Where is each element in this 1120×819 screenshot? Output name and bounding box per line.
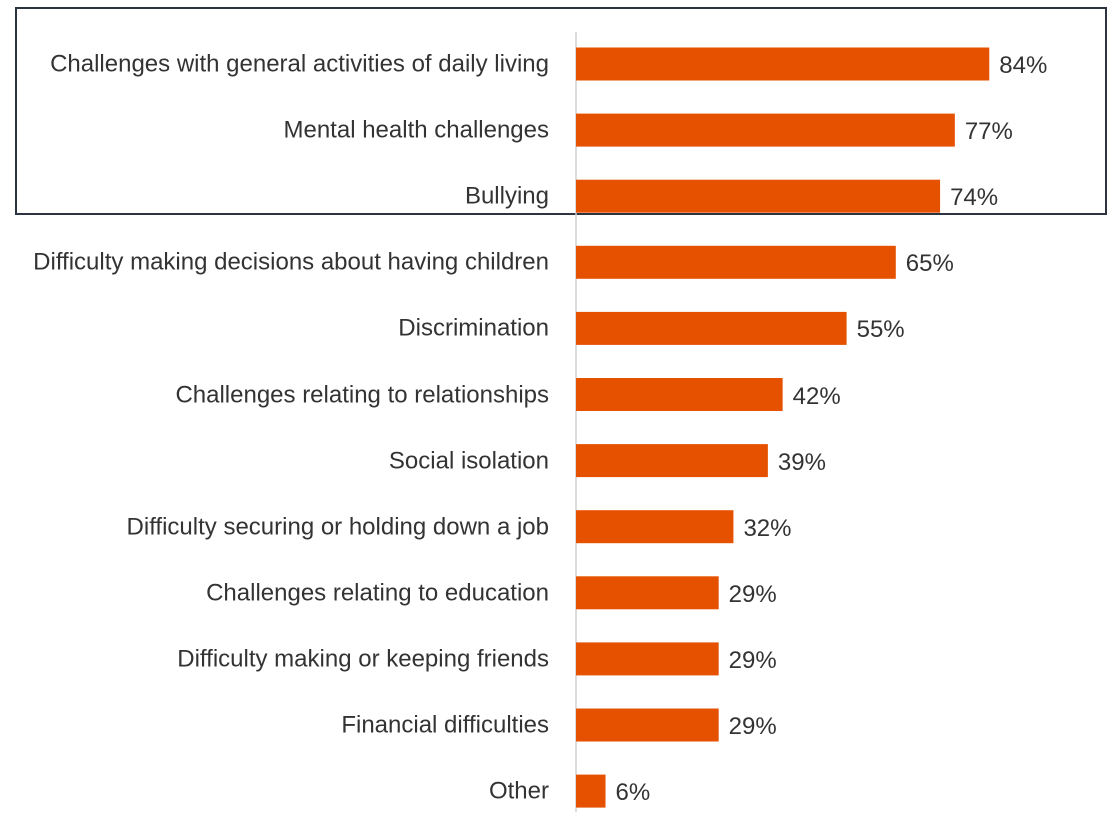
category-label: Challenges with general activities of da… — [50, 50, 549, 78]
value-label: 29% — [728, 646, 777, 674]
bar — [576, 245, 896, 279]
category-label: Other — [488, 777, 549, 805]
category-label: Bullying — [464, 182, 549, 210]
category-label: Difficulty securing or holding down a jo… — [126, 513, 549, 541]
bar — [576, 444, 768, 478]
bar — [576, 510, 734, 544]
value-label: 84% — [999, 52, 1048, 79]
category-label: Mental health challenges — [283, 116, 549, 144]
bar — [576, 378, 783, 411]
value-label: 6% — [615, 779, 651, 807]
category-label: Challenges relating to relationships — [175, 381, 549, 408]
category-label: Challenges relating to education — [206, 579, 549, 607]
category-label: Social isolation — [388, 447, 549, 475]
value-label: 29% — [728, 580, 777, 608]
bar — [576, 774, 606, 808]
category-label: Difficulty making or keeping friends — [177, 645, 549, 673]
bar — [576, 113, 955, 147]
value-label: 39% — [777, 448, 826, 476]
category-label: Discrimination — [398, 314, 549, 342]
value-label: 29% — [728, 713, 777, 740]
value-label: 32% — [743, 514, 792, 542]
category-label: Financial difficulties — [341, 711, 549, 739]
bar — [576, 47, 990, 81]
value-label: 65% — [905, 250, 954, 278]
bar — [576, 311, 847, 345]
value-label: 77% — [964, 118, 1013, 146]
value-label: 55% — [856, 316, 905, 344]
bar — [576, 576, 719, 610]
category-label: Difficulty making decisions about having… — [33, 248, 549, 276]
value-label: 74% — [950, 184, 999, 212]
bar — [576, 642, 719, 676]
highlight-box — [15, 7, 1107, 215]
bar — [576, 708, 719, 742]
bar — [576, 179, 941, 213]
value-label: 42% — [792, 382, 841, 410]
